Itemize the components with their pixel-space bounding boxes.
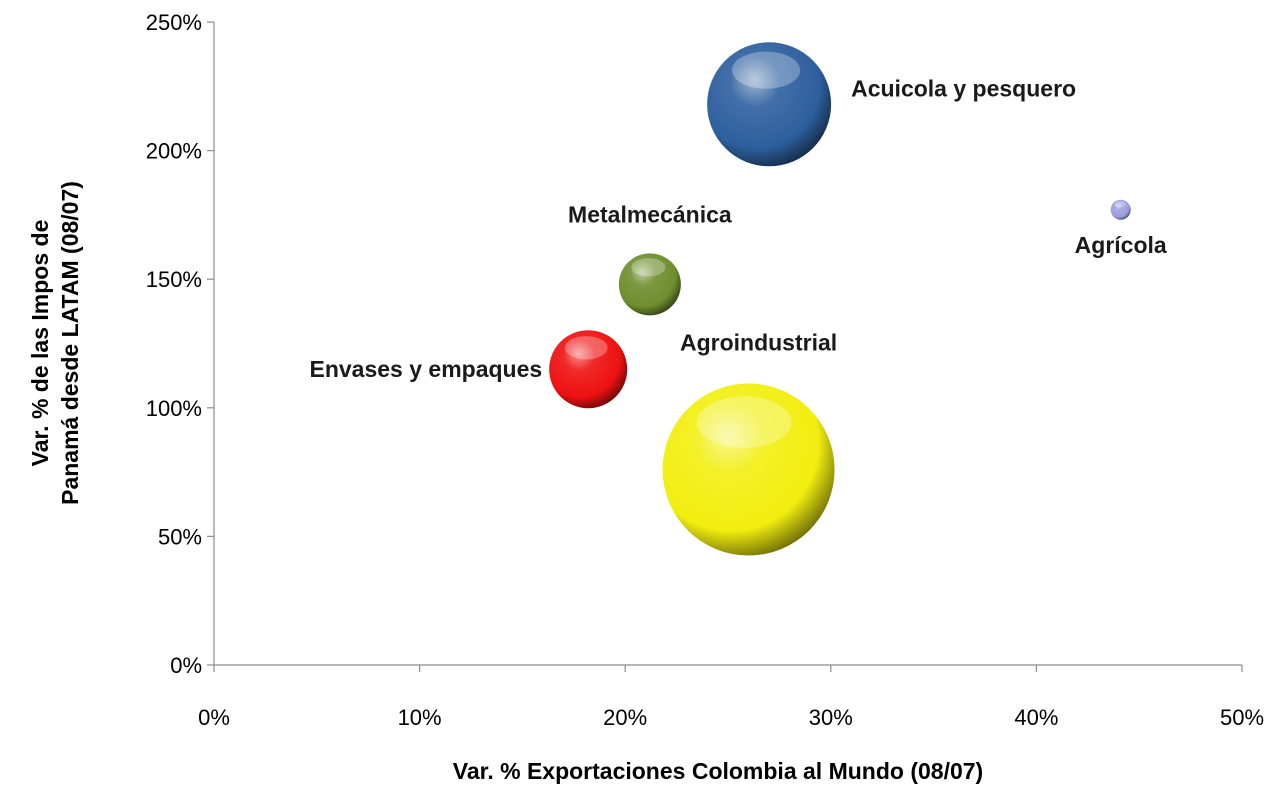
x-tick-label: 20% — [603, 705, 647, 730]
bubble-highlight — [731, 51, 801, 89]
y-tick-label: 100% — [146, 396, 202, 421]
bubble-label-agroindustrial: Agroindustrial — [680, 330, 837, 356]
y-axis-title-line-2: Panamá desde LATAM (08/07) — [57, 181, 83, 505]
bubble-highlight — [696, 396, 792, 449]
axes: 0% 50% 100% 150% 200% 250% 0% 10% 20% 30% 40% 50% — [146, 10, 1264, 730]
x-axis-title: Var. % Exportaciones Colombia al Mundo (… — [453, 758, 983, 784]
x-tick-label: 30% — [809, 705, 853, 730]
y-tick-label: 200% — [146, 139, 202, 164]
bubble-highlight — [631, 257, 666, 277]
x-tick-label: 50% — [1220, 705, 1264, 730]
bubble-highlight — [564, 336, 608, 360]
x-tick-label: 10% — [398, 705, 442, 730]
y-tick-label: 250% — [146, 10, 202, 35]
bubble-labels: Agroindustrial Acuicola y pesquero Envases… — [310, 75, 1167, 382]
y-axis-title: Var. % de las Impos de Panamá desde LATA… — [27, 181, 83, 505]
bubble-label-envases-y-empaques: Envases y empaques — [310, 356, 543, 382]
bubble-agricola — [1110, 199, 1131, 220]
bubble-label-acuicola-y-pesquero: Acuicola y pesquero — [851, 75, 1076, 101]
y-tick-label: 50% — [158, 524, 202, 549]
bubble-metalmecanica — [618, 253, 681, 316]
x-tick-label: 0% — [198, 705, 230, 730]
y-axis-title-line-1: Var. % de las Impos de — [27, 220, 53, 467]
bubble-envases-y-empaques — [549, 330, 628, 409]
bubble-label-agricola: Agrícola — [1075, 232, 1167, 258]
y-tick-label: 0% — [170, 653, 202, 678]
bubble-agroindustrial — [662, 383, 835, 556]
bubble-label-metalmecanica: Metalmecánica — [568, 201, 732, 227]
bubble-acuicola-y-pesquero — [707, 42, 832, 167]
x-tick-label: 40% — [1014, 705, 1058, 730]
y-tick-label: 150% — [146, 267, 202, 292]
bubbles — [549, 42, 1131, 556]
bubble-highlight — [1114, 201, 1126, 208]
